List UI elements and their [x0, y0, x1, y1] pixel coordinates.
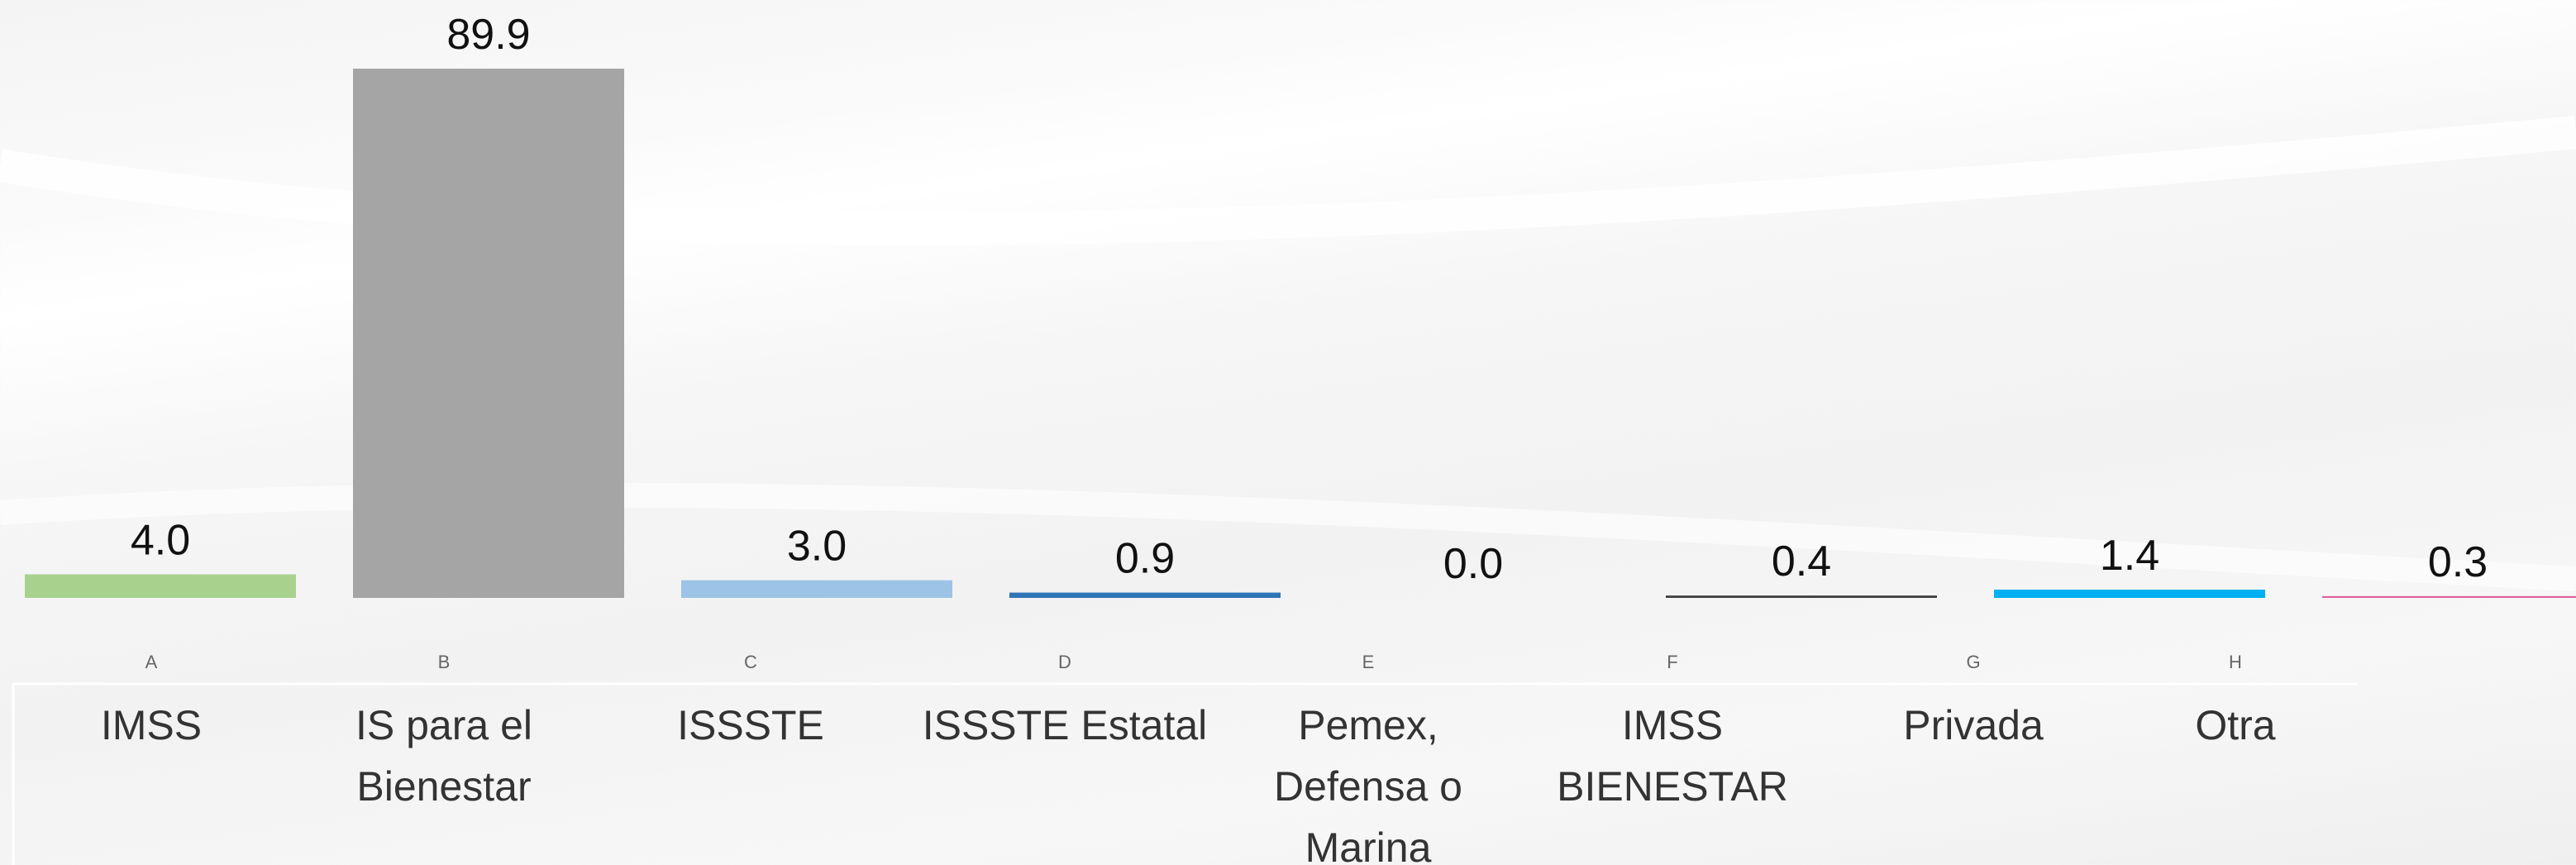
background-swoosh [0, 116, 2576, 246]
value-label: 0.9 [1115, 535, 1175, 583]
bar [1666, 595, 1937, 598]
bar [1009, 592, 1281, 598]
category-letter: B [438, 652, 451, 672]
category-letter: H [2229, 652, 2242, 672]
category-label: IS para el Bienestar [355, 702, 532, 810]
bar [1994, 590, 2265, 598]
value-label: 0.4 [1772, 538, 1831, 585]
value-label: 4.0 [131, 517, 190, 565]
category-label: Privada [1903, 702, 2044, 748]
category-letter: E [1362, 652, 1375, 672]
value-label: 89.9 [446, 11, 530, 59]
category-letter: C [744, 652, 757, 672]
category-label: IMSS BIENESTAR [1557, 702, 1788, 810]
value-label: 1.4 [2100, 532, 2159, 580]
category-letter: D [1058, 652, 1071, 672]
bar [25, 574, 296, 598]
value-label: 0.0 [1443, 540, 1503, 588]
bar [681, 580, 952, 598]
category-label: ISSSTE Estatal [922, 702, 1208, 748]
category-label: IMSS [100, 702, 203, 748]
category-letter: F [1667, 652, 1677, 672]
category-label: ISSSTE [677, 702, 824, 748]
value-label: 0.3 [2428, 538, 2488, 586]
bar [353, 69, 624, 598]
category-label: Pemex, Defensa o Marina [1274, 702, 1462, 865]
bar [2322, 595, 2576, 598]
category-letter: G [1966, 652, 1980, 672]
category-letter: A [145, 652, 158, 672]
category-label: Otra [2195, 702, 2276, 748]
value-label: 3.0 [787, 523, 847, 571]
